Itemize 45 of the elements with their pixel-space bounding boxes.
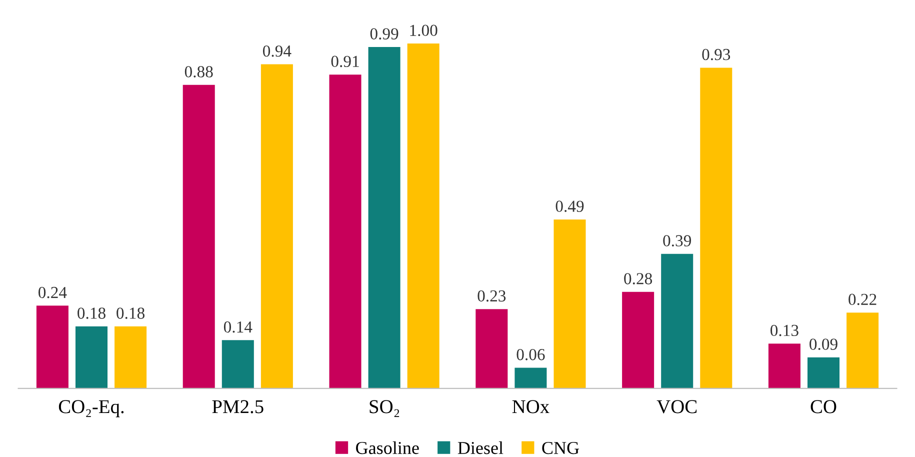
legend-label: Diesel <box>458 441 504 454</box>
bar <box>661 254 694 388</box>
data-label: 0.28 <box>624 273 652 284</box>
data-label: 1.00 <box>410 24 438 36</box>
bar <box>476 309 508 388</box>
bar <box>807 357 840 388</box>
x-tick-label: CO₂-Eq. <box>58 400 124 418</box>
data-label: 0.22 <box>848 294 876 306</box>
data-label: 0.23 <box>478 290 506 302</box>
bar <box>700 68 732 388</box>
bar <box>114 326 147 388</box>
bar <box>75 326 108 388</box>
data-label: 0.93 <box>702 48 730 60</box>
data-label: 0.88 <box>184 66 213 78</box>
bar <box>260 64 293 388</box>
x-tick-label: VOC <box>656 400 697 414</box>
data-label: 0.14 <box>224 321 252 333</box>
data-label: 0.39 <box>663 235 691 246</box>
bar <box>846 312 879 388</box>
legend-label: Gasoline <box>356 441 419 454</box>
data-label: 0.18 <box>116 308 144 319</box>
x-tick-label: CO <box>810 400 836 414</box>
data-label: 0.18 <box>78 308 106 319</box>
legend-label: CNG <box>542 442 579 454</box>
bar <box>36 306 68 388</box>
data-label: 0.91 <box>331 56 359 68</box>
bar <box>554 219 586 388</box>
x-tick-label: SO₂ <box>370 400 400 418</box>
bar <box>407 44 440 388</box>
x-tick-label: NOx <box>512 400 550 414</box>
data-label: 0.06 <box>516 348 545 360</box>
data-label: 0.24 <box>38 286 67 298</box>
data-label: 0.94 <box>262 45 292 57</box>
x-tick-label: PM2.5 <box>212 400 264 414</box>
data-label: 0.13 <box>770 324 798 336</box>
bar <box>222 340 254 388</box>
bar <box>622 292 654 388</box>
bar <box>329 74 362 388</box>
bar <box>368 46 400 388</box>
bar <box>514 368 547 388</box>
data-label: 0.49 <box>556 200 584 212</box>
bar <box>768 344 800 388</box>
data-label: 0.99 <box>370 28 398 40</box>
bar <box>182 84 215 388</box>
data-label: 0.09 <box>810 338 838 350</box>
